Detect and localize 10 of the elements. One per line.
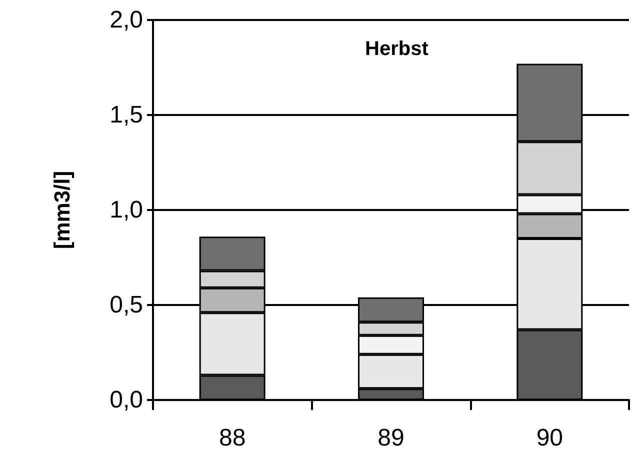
y-tick-label: 0,0 [110,386,143,414]
y-axis-title: [mm3/l] [50,170,74,250]
y-tick-label: 0,5 [110,292,143,318]
y-tick-label: 1,5 [110,102,143,128]
x-tick-label: 90 [536,424,564,452]
y-tick-label: 2,0 [110,6,143,34]
y-tick-label: 1,0 [110,196,143,224]
x-tick-label: 89 [378,424,404,452]
x-tick-label: 88 [218,424,246,452]
text: Herbst [365,38,429,60]
